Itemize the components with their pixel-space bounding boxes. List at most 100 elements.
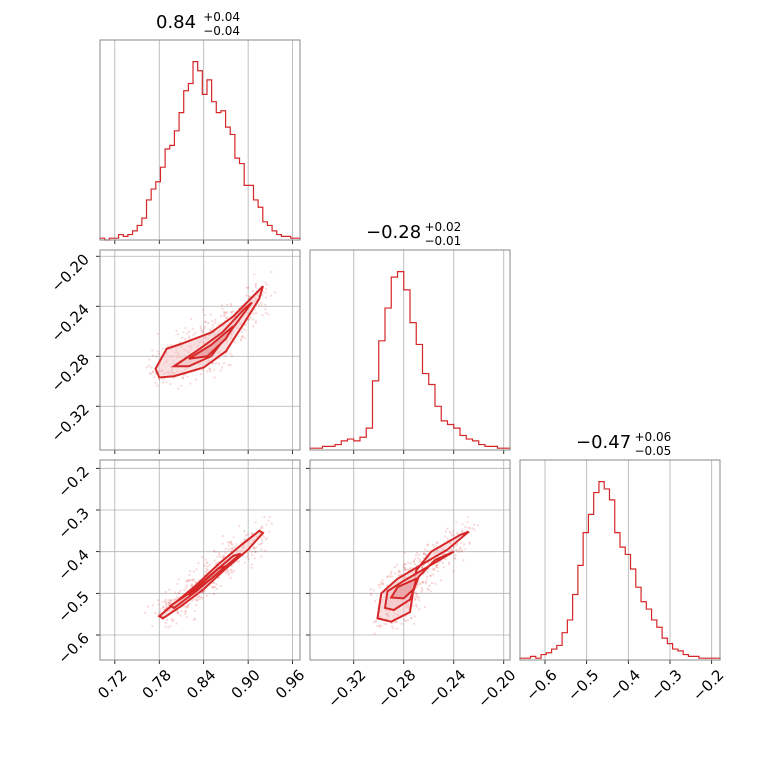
- sample-point: [422, 581, 425, 584]
- sample-point: [222, 556, 225, 559]
- sample-point: [414, 557, 417, 561]
- sample-point: [235, 542, 238, 546]
- sample-point: [412, 560, 415, 564]
- sample-point: [227, 544, 230, 547]
- x-tick-label: −0.6: [522, 666, 560, 704]
- sample-point: [414, 598, 417, 601]
- sample-point: [221, 307, 224, 310]
- panel-background: [310, 250, 510, 450]
- sample-point: [154, 372, 157, 375]
- sample-point: [176, 595, 179, 598]
- sample-point: [243, 336, 246, 340]
- x-tick-label: 0.78: [139, 666, 175, 702]
- sample-point: [222, 314, 226, 318]
- sample-point: [215, 583, 218, 586]
- sample-point: [270, 522, 273, 525]
- sample-point: [373, 600, 377, 603]
- sample-point: [264, 291, 267, 294]
- sample-point: [177, 387, 180, 390]
- sample-point: [223, 313, 226, 316]
- sample-point: [177, 592, 181, 595]
- sample-point: [444, 558, 447, 561]
- sample-point: [179, 589, 182, 592]
- sample-point: [199, 373, 203, 376]
- sample-point: [187, 330, 191, 333]
- panel-title-value: −0.28: [366, 222, 421, 243]
- sample-point: [195, 378, 198, 381]
- sample-point: [223, 312, 226, 315]
- sample-point: [230, 355, 234, 358]
- sample-point: [268, 530, 271, 533]
- contour-inner: [188, 325, 235, 360]
- sample-point: [227, 548, 230, 551]
- panel-2-2: −0.47 +0.06−0.05: [519, 430, 721, 664]
- sample-point: [461, 523, 464, 526]
- sample-point: [211, 324, 215, 327]
- sample-point: [193, 617, 197, 620]
- sample-point: [227, 573, 230, 576]
- sample-point: [386, 575, 389, 578]
- sample-point: [232, 310, 235, 313]
- sample-point: [186, 375, 189, 378]
- sample-point: [231, 546, 234, 549]
- sample-point: [228, 541, 231, 544]
- panel-title-value: −0.47: [576, 432, 631, 453]
- sample-point: [209, 370, 212, 373]
- panel-title-plus-error: +0.02: [425, 220, 462, 234]
- sample-point: [201, 369, 204, 372]
- sample-point: [167, 602, 170, 605]
- sample-point: [221, 542, 224, 545]
- sample-point: [229, 352, 232, 355]
- sample-point: [264, 549, 267, 552]
- sample-point: [406, 568, 409, 571]
- sample-point: [191, 579, 194, 582]
- sample-point: [386, 575, 389, 579]
- sample-point: [154, 612, 157, 615]
- sample-point: [460, 541, 463, 545]
- sample-point: [260, 543, 263, 546]
- y-tick-label: −0.24: [48, 300, 93, 345]
- sample-point: [391, 625, 394, 628]
- sample-point: [164, 625, 167, 628]
- sample-point: [392, 627, 395, 630]
- sample-point: [418, 558, 421, 561]
- y-tick-label: −0.6: [54, 629, 92, 667]
- sample-point: [462, 559, 465, 562]
- sample-point: [442, 566, 446, 569]
- panel-frame: [309, 249, 511, 451]
- sample-point: [250, 566, 253, 569]
- sample-point: [250, 563, 253, 566]
- sample-point: [156, 332, 159, 335]
- sample-point: [152, 354, 155, 357]
- sample-point: [264, 281, 267, 284]
- sample-point: [422, 552, 425, 555]
- sample-point: [163, 600, 166, 603]
- sample-point: [421, 580, 424, 584]
- sample-point: [145, 366, 148, 369]
- sample-point: [469, 527, 472, 530]
- sample-point: [151, 625, 154, 628]
- sample-point: [264, 296, 268, 299]
- sample-point: [224, 311, 228, 315]
- sample-point: [170, 618, 173, 621]
- sample-point: [427, 588, 430, 591]
- sample-point: [372, 589, 375, 592]
- panel-frame: [309, 459, 511, 661]
- sample-point: [185, 616, 188, 619]
- panel-frame: [99, 459, 301, 661]
- y-tick-label: −0.3: [54, 504, 92, 542]
- sample-point: [454, 554, 457, 557]
- sample-point: [221, 556, 224, 560]
- sample-point: [156, 599, 160, 602]
- sample-point: [443, 552, 447, 555]
- sample-point: [220, 366, 224, 369]
- sample-point: [246, 552, 249, 555]
- sample-point: [473, 523, 476, 526]
- sample-point: [423, 548, 426, 551]
- sample-point: [263, 516, 266, 519]
- sample-point: [253, 557, 256, 560]
- sample-point: [259, 526, 262, 530]
- sample-point: [197, 594, 201, 597]
- sample-point: [381, 582, 385, 585]
- sample-point: [200, 329, 203, 332]
